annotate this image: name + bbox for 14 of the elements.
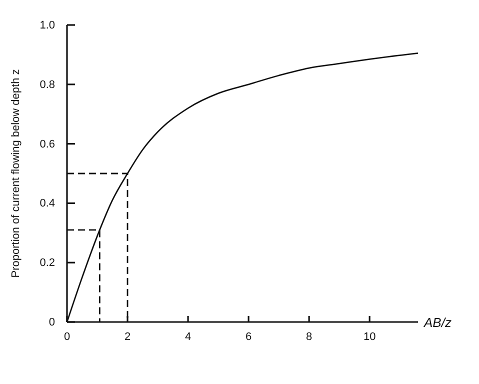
x-tick-label: 10 [363, 330, 376, 343]
y-tick-label: 1.0 [40, 20, 55, 32]
y-tick-label: 0 [48, 316, 55, 329]
x-tick-label: 6 [245, 330, 252, 343]
y-tick-label: 0.8 [40, 78, 55, 91]
x-tick-label: 2 [124, 330, 131, 343]
y-axis-title: Proportion of current flowing below depth z [10, 69, 22, 278]
y-tick-label: 0.6 [40, 138, 55, 150]
x-tick-label: 4 [184, 330, 192, 343]
x-tick-label: 8 [306, 330, 312, 343]
x-tick-label: 0 [64, 330, 70, 343]
x-axis-title: AB/z [423, 315, 452, 330]
y-tick-label: 0.2 [40, 257, 55, 270]
y-tick-label: 0.4 [40, 198, 55, 210]
